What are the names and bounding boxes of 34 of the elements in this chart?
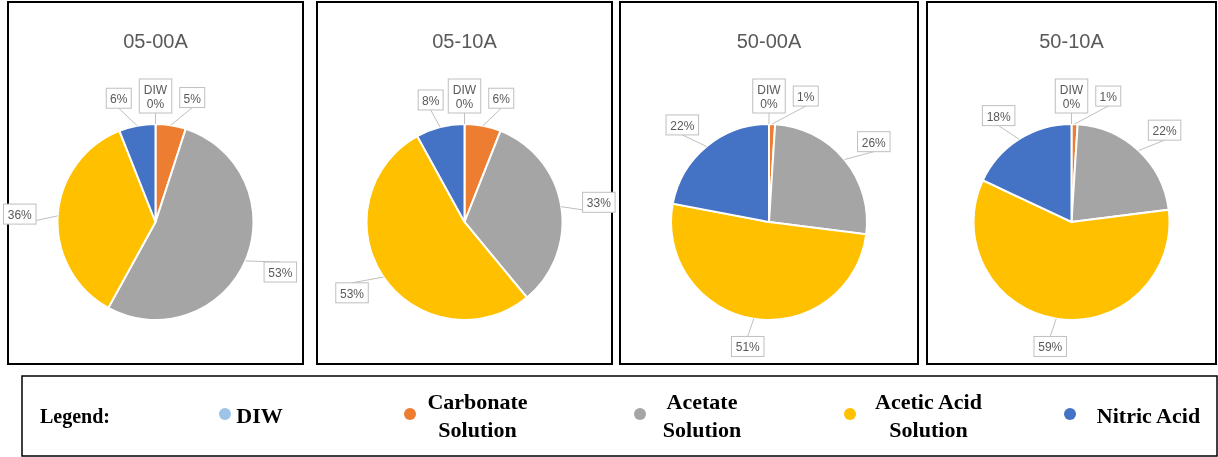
legend-label: Acetic Acid Solution <box>875 389 982 442</box>
text: 0% <box>760 97 778 111</box>
text: 0% <box>455 97 474 111</box>
legend-label: DIW <box>1059 83 1084 97</box>
legend-label: DIW <box>757 83 782 97</box>
legend-label: Carbonate Solution <box>427 389 528 442</box>
data-label: 33% <box>586 196 612 211</box>
data-label: 5% <box>183 91 202 106</box>
data-label: 6% <box>110 92 128 107</box>
data-label: 51% <box>735 340 761 355</box>
text: 0% <box>1062 97 1081 111</box>
category-label: DIW <box>236 403 283 428</box>
chart-title: 50-00A <box>736 30 802 52</box>
data-label: 22% <box>670 118 695 133</box>
data-label: 6% <box>492 92 511 107</box>
data-label: 36% <box>7 208 33 223</box>
data-label: 26% <box>861 135 887 150</box>
data-label: 8% <box>422 93 440 108</box>
text: 0% <box>146 97 165 111</box>
chart-title: 05-10A <box>432 30 498 52</box>
data-label: 53% <box>340 286 365 301</box>
legend-label: DIW <box>143 83 168 97</box>
legend-label: Acetate Solution <box>662 389 742 442</box>
data-label: 1% <box>1099 90 1118 105</box>
data-label: 59% <box>1038 340 1063 355</box>
data-label: 22% <box>1152 124 1177 139</box>
legend-label: Nitric Acid <box>1096 403 1201 428</box>
legend-title: Legend: <box>40 405 110 428</box>
legend-label: DIW <box>452 83 477 97</box>
data-label: 1% <box>797 90 815 105</box>
data-label: 18% <box>986 109 1011 124</box>
chart-title: 50-10A <box>1039 30 1105 52</box>
data-label: 53% <box>268 266 293 281</box>
chart-title: 05-00A <box>123 30 189 52</box>
